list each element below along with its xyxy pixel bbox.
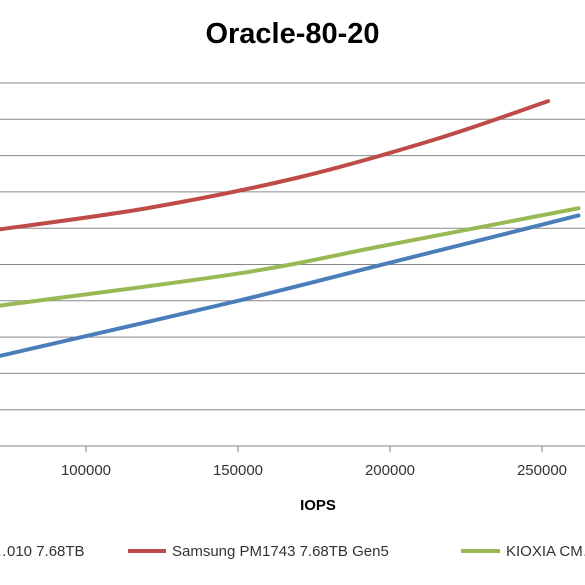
x-tick-label: 250000 — [517, 462, 567, 479]
x-tick-label: 100000 — [61, 462, 111, 479]
legend-label-3: KIOXIA CM… — [506, 543, 585, 560]
x-axis-title: IOPS — [300, 497, 336, 514]
legend-label-2: Samsung PM1743 7.68TB Gen5 — [172, 543, 389, 560]
chart-title: Oracle-80-20 — [205, 18, 380, 50]
x-tick-label: 200000 — [365, 462, 415, 479]
legend-label-1: …010 7.68TB — [0, 543, 85, 560]
series-line-2 — [0, 99, 551, 232]
x-tick-label: 150000 — [213, 462, 263, 479]
series-line-3 — [0, 206, 581, 308]
series-line-1 — [0, 213, 581, 358]
